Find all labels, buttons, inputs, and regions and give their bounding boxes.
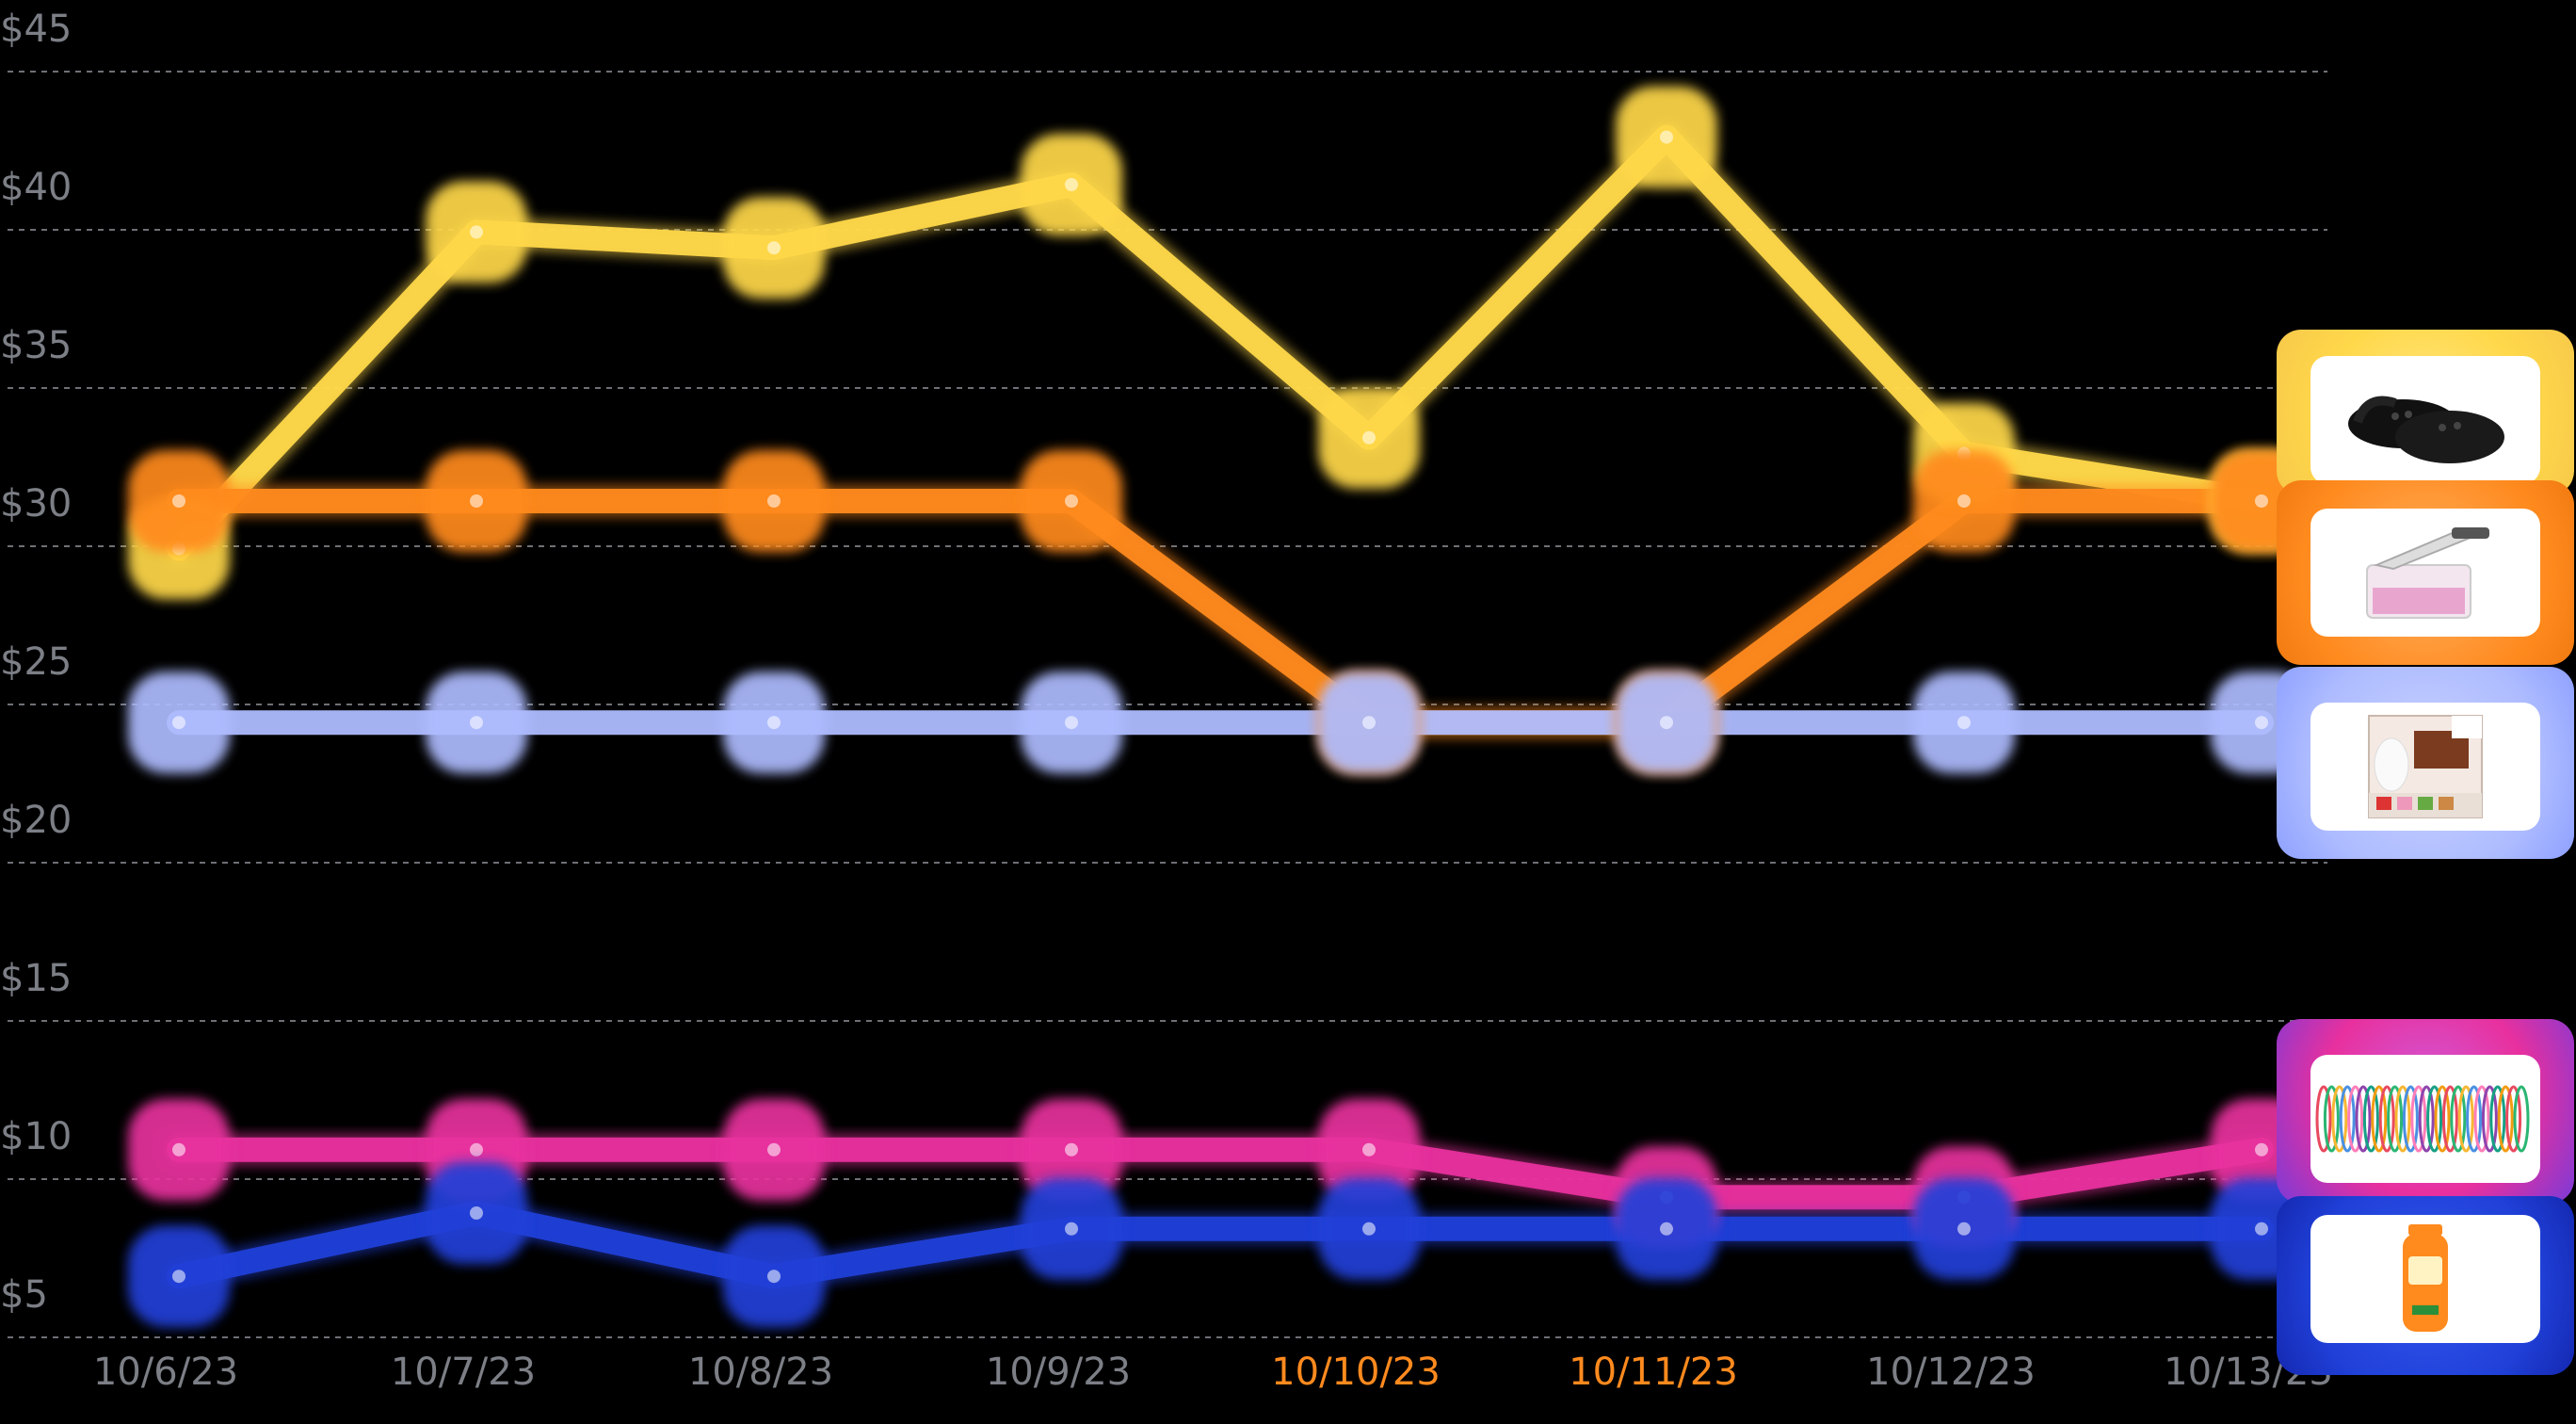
bracelet-bead (2497, 1085, 2514, 1153)
data-point-center (172, 1142, 185, 1157)
data-point-center (2255, 1222, 2268, 1236)
bracelet-bead (2339, 1085, 2356, 1153)
bracelet-bead (2362, 1085, 2379, 1153)
bracelet-bead (2378, 1085, 2395, 1153)
data-point-center (1065, 178, 1078, 191)
bracelet-bead (2466, 1085, 2483, 1153)
data-point-center (2255, 716, 2268, 730)
y-tick-label: $5 (0, 1273, 48, 1317)
data-point-center (1660, 130, 1673, 144)
sunscreen-thumbnail (2310, 1215, 2540, 1343)
y-tick-label: $35 (0, 324, 72, 367)
bracelets-icon (2315, 1085, 2530, 1153)
data-point-center (1362, 430, 1376, 445)
x-tick-label: 10/9/23 (986, 1351, 1131, 1394)
bracelet-bead (2450, 1085, 2467, 1153)
sunscreen-bottle-icon (2403, 1224, 2448, 1332)
data-point-center (1065, 1142, 1078, 1157)
legend-item-sunscreen (2277, 1196, 2574, 1375)
clogs-icon (2348, 396, 2504, 463)
data-point-center (1660, 716, 1673, 730)
x-tick-label: 10/7/23 (391, 1351, 536, 1394)
x-tick-label: 10/11/23 (1569, 1351, 1738, 1394)
data-point-center (470, 225, 483, 239)
cat-food-thumbnail (2310, 703, 2540, 831)
vegetable-chopper-thumbnail (2310, 509, 2540, 637)
data-point-center (1065, 1222, 1078, 1236)
bracelet-bead (2418, 1085, 2435, 1153)
bracelet-bead (2489, 1085, 2506, 1153)
y-tick-label: $45 (0, 8, 72, 51)
data-point-center (470, 716, 483, 730)
bracelet-bead (2315, 1085, 2332, 1153)
data-point-center (767, 716, 781, 730)
bracelet-bead (2402, 1085, 2419, 1153)
series-points (128, 86, 2312, 1328)
data-point-center (172, 1270, 185, 1284)
y-tick-label: $30 (0, 482, 72, 526)
data-point-center (2255, 494, 2268, 508)
bracelet-bead (2505, 1085, 2522, 1153)
data-point-center (767, 1142, 781, 1157)
data-point-center (1065, 716, 1078, 730)
bracelet-bead (2387, 1085, 2404, 1153)
bracelet-bead (2513, 1085, 2530, 1153)
y-tick-label: $10 (0, 1115, 72, 1158)
legend-item-vegetable-chopper (2277, 480, 2574, 665)
x-tick-label: 10/6/23 (93, 1351, 238, 1394)
data-point-center (470, 1206, 483, 1220)
bracelet-bead (2426, 1085, 2443, 1153)
bracelet-bead (2394, 1085, 2411, 1153)
bracelet-bead (2434, 1085, 2451, 1153)
data-point-center (1957, 716, 1971, 730)
x-tick-label: 10/10/23 (1271, 1351, 1441, 1394)
bracelet-bead (2481, 1085, 2498, 1153)
bracelet-bead (2355, 1085, 2372, 1153)
bracelet-bead (2347, 1085, 2364, 1153)
data-point-center (2255, 1142, 2268, 1157)
data-point-center (1362, 1222, 1376, 1236)
data-point-center (470, 494, 483, 508)
data-point-center (1065, 494, 1078, 508)
data-point-center (1957, 494, 1971, 508)
data-point-center (1957, 1222, 1971, 1236)
data-point-center (767, 494, 781, 508)
bracelet-bead (2410, 1085, 2427, 1153)
x-axis-ticks: 10/6/23 10/7/23 10/8/23 10/9/23 10/10/23 10/1… (93, 1351, 2333, 1394)
data-point-center (1362, 1142, 1376, 1157)
chopper-icon (2366, 527, 2489, 619)
bracelet-bead (2331, 1085, 2348, 1153)
data-point-center (470, 1142, 483, 1157)
data-point-center (767, 1270, 781, 1284)
bracelet-bead (2323, 1085, 2340, 1153)
bracelet-bead (2441, 1085, 2458, 1153)
y-tick-label: $20 (0, 799, 72, 842)
data-point-center (1660, 1222, 1673, 1236)
legend-item-clogs (2277, 330, 2574, 495)
y-tick-label: $15 (0, 957, 72, 1000)
y-tick-label: $40 (0, 166, 72, 209)
y-axis-ticks: $5 $10 $15 $20 $25 $30 $35 $40 $45 (0, 8, 72, 1317)
bracelet-bead (2371, 1085, 2388, 1153)
data-point-center (767, 241, 781, 255)
data-point-center (172, 716, 185, 730)
x-tick-label: 10/8/23 (688, 1351, 833, 1394)
y-tick-label: $25 (0, 640, 72, 684)
data-point-center (1362, 716, 1376, 730)
data-point-center (172, 494, 185, 508)
legend-item-cat-food (2277, 667, 2574, 859)
bracelet-bead (2473, 1085, 2490, 1153)
clogs-thumbnail (2310, 356, 2540, 484)
legend-item-bracelets (2277, 1019, 2574, 1204)
bracelet-bead (2457, 1085, 2474, 1153)
cat-food-box-icon (2368, 715, 2483, 818)
x-tick-label: 10/12/23 (1866, 1351, 2036, 1394)
bracelets-thumbnail (2310, 1055, 2540, 1183)
